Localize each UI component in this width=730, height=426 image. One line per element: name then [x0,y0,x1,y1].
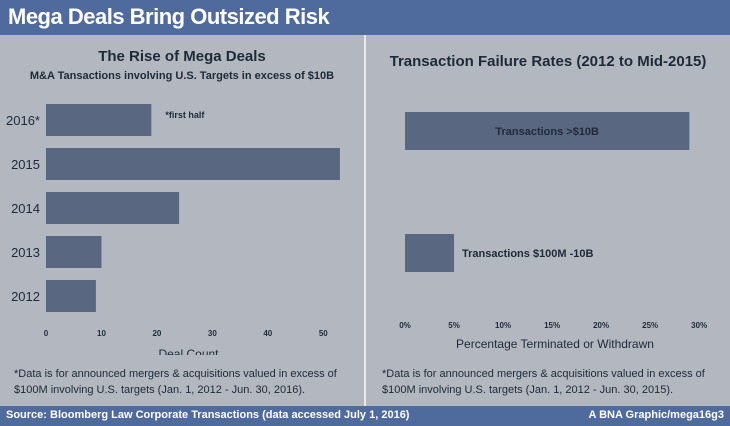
left-chart-subtitle: M&A Tansactions involving U.S. Targets i… [29,70,335,82]
bar-3 [46,236,102,268]
left-footnote: *Data is for announced mergers & acquisi… [14,368,337,396]
x-tick-label: 0% [399,321,411,330]
x-tick-label: 30% [691,321,707,330]
x-tick-label: 40 [263,329,272,338]
bar-1 [405,234,455,272]
bar-0 [46,104,152,136]
deal-count-chart: 2016* 2015 2014 2013 2012 *first half 0 10 20 30 4… [6,104,340,355]
x-tick-label: 15% [544,321,560,330]
x-tick-label: 10 [97,329,106,338]
first-half-annotation: *first half [165,110,205,120]
bar-label: Transactions >$10B [495,126,599,138]
x-tick-label: 10% [495,321,511,330]
x-axis-label: Percentage Terminated or Withdrawn [456,337,654,351]
x-tick-label: 20% [593,321,609,330]
category-label: 2016* [6,113,40,128]
failure-rate-chart: Transactions >$10B Transactions $100M -10… [399,112,707,351]
bar-0 [405,112,690,150]
bar-label: Transactions $100M -10B [462,248,594,260]
x-tick-label: 30 [208,329,217,338]
x-tick-label: 5% [448,321,460,330]
source-text: Source: Bloomberg Law Corporate Transact… [6,409,410,421]
bar-2 [46,192,180,224]
x-axis-label: Deal Count [158,347,219,355]
category-label: 2015 [11,157,40,172]
footer-bar: Source: Bloomberg Law Corporate Transact… [0,406,730,426]
right-chart-title: Transaction Failure Rates (2012 to Mid-2… [389,53,707,70]
header-bar: Mega Deals Bring Outsized Risk [0,0,730,35]
bar-4 [46,280,96,312]
x-tick-label: 25% [642,321,658,330]
x-tick-label: 20 [152,329,161,338]
page-title: Mega Deals Bring Outsized Risk [8,4,330,29]
category-label: 2012 [11,289,40,304]
bar-1 [46,148,340,180]
category-label: 2013 [11,245,40,260]
category-label: 2014 [11,201,40,216]
panel-divider [364,35,366,406]
left-chart-title: The Rise of Mega Deals [98,48,266,65]
x-tick-label: 50 [319,329,328,338]
x-tick-label: 0 [44,329,49,338]
credit-text: A BNA Graphic/mega16g3 [588,409,724,421]
right-footnote: *Data is for announced mergers & acquisi… [382,368,705,396]
